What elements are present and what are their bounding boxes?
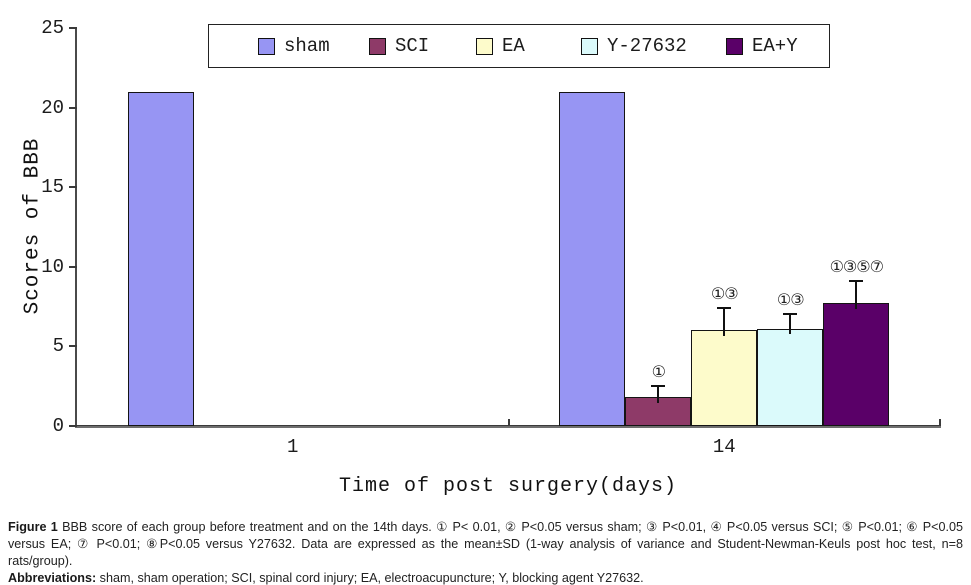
legend-swatch-sham [258,37,275,55]
caption-paragraph: Figure 1 BBB score of each group before … [8,519,963,570]
bar-y-27632-day14 [757,328,824,427]
legend-item-y-27632: Y-27632 [581,25,687,67]
x-axis-tick-label: 1 [287,436,299,458]
y-axis-tick-label: 20 [41,96,64,119]
legend-label: SCI [395,35,430,57]
error-bar-cap [849,279,864,282]
y-axis-tick-label: 25 [41,17,64,39]
error-bar-line [723,307,726,337]
legend-label: EA+Y [752,35,798,57]
y-axis-tick-label: 0 [52,414,64,437]
y-axis-tick [69,424,77,427]
legend-label: EA [502,35,525,57]
chart-legend: sham SCI EA Y-27632 EA+Y [208,24,830,68]
legend-item-ea-y: EA+Y [726,25,798,67]
legend-swatch-y-27632 [581,37,598,55]
legend-label: sham [284,35,330,57]
y-axis-tick [69,27,77,29]
y-axis-tick [69,345,77,347]
bar-sham-day14 [559,91,626,427]
figure-label: Figure 1 [8,520,58,534]
significance-annotation: ① [651,361,666,381]
y-axis-tick [69,106,77,109]
y-axis-tick-label: 15 [41,176,64,198]
abbreviations-text: sham, sham operation; SCI, spinal cord i… [96,571,644,585]
legend-item-sham: sham [258,25,330,67]
x-axis-tick [507,419,510,426]
significance-annotation: ①③⑤⑦ [829,256,884,276]
bar-ea-y-day14 [823,303,890,427]
bar-ea-day14 [691,330,758,427]
bar-sham-day1 [127,91,194,427]
error-bar-line [789,314,792,335]
legend-swatch-sci [369,37,386,55]
significance-annotation: ①③ [710,283,739,303]
legend-swatch-ea [476,37,493,55]
y-axis-title: Scores of BBB [21,137,45,315]
y-axis-tick [69,186,77,188]
figure-caption: Figure 1 BBB score of each group before … [8,519,963,585]
y-axis-tick-label: 5 [52,335,64,357]
x-axis-tick-label: 14 [712,436,736,458]
y-axis-line [75,27,77,427]
legend-label: Y-27632 [607,35,687,57]
abbreviations-label: Abbreviations: [8,571,97,585]
x-axis-tick [939,419,941,426]
abbreviations-line: Abbreviations: sham, sham operation; SCI… [8,570,963,585]
significance-annotation: ①③ [776,290,805,310]
bbb-bar-chart: Scores of BBB Time of post surgery(days)… [21,17,941,498]
y-axis-tick [69,265,77,268]
legend-item-sci: SCI [369,25,429,67]
error-bar-cap [783,313,798,316]
error-bar-cap [651,384,666,387]
legend-swatch-ea-y [726,37,743,55]
figure-caption-text: BBB score of each group before treatment… [8,520,963,568]
legend-item-ea: EA [476,25,525,67]
x-axis-title: Time of post surgery(days) [338,475,678,498]
error-bar-cap [717,306,732,310]
y-axis-tick-label: 10 [41,255,64,278]
error-bar-line [657,385,660,403]
error-bar-line [855,280,858,310]
